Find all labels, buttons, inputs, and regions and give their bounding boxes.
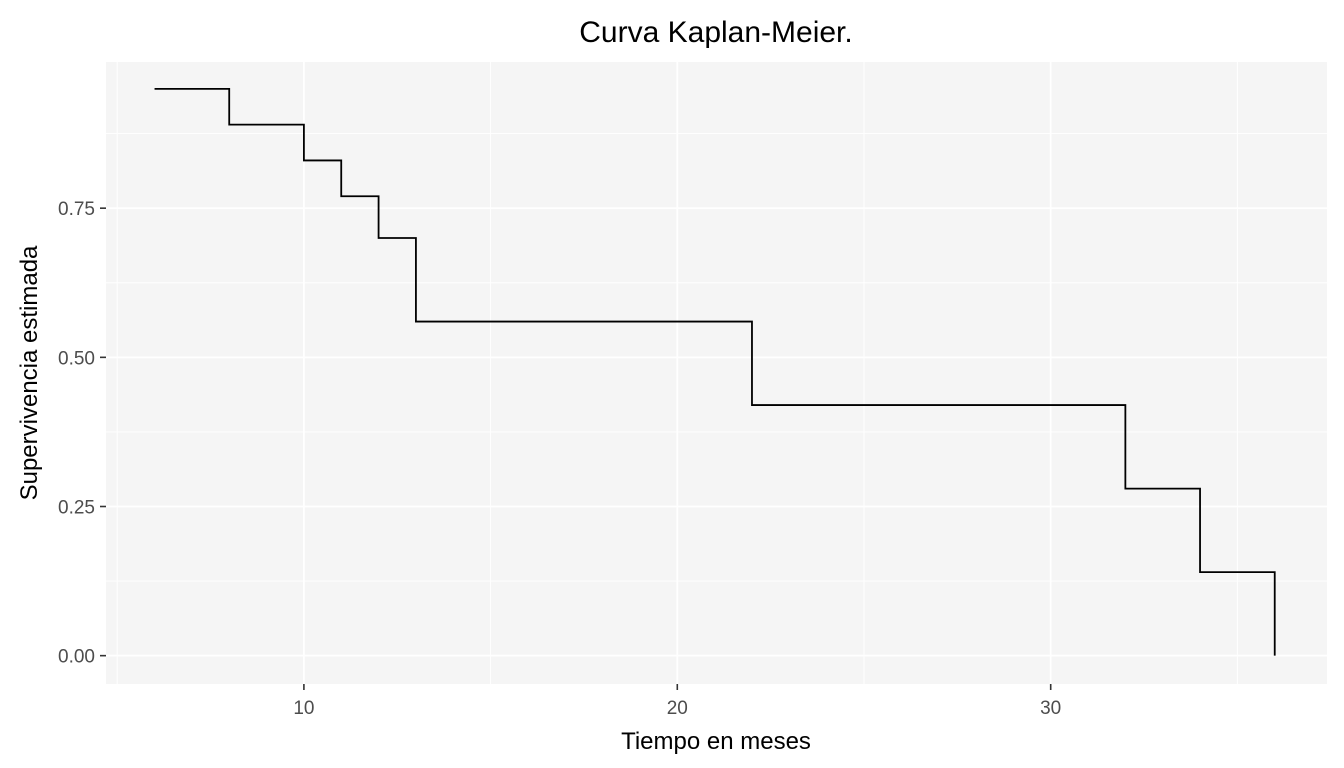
survival-step-line [154,87,1276,656]
plot-panel [106,62,1327,684]
x-axis: 10 20 30 [293,684,1061,719]
x-tick-label: 30 [1040,698,1061,719]
x-axis-title: Tiempo en meses [621,728,811,755]
y-tick-label: 0.75 [58,199,95,220]
minor-gridlines [106,62,1327,684]
y-axis: 0.00 0.25 0.50 0.75 [58,199,106,668]
series-layer [154,87,1276,656]
major-gridlines [106,62,1327,684]
x-tick-label: 10 [293,698,314,719]
y-tick-label: 0.50 [58,348,95,369]
x-tick-label: 20 [667,698,688,719]
chart-title: Curva Kaplan-Meier. [579,16,852,49]
y-axis-title: Supervivencia estimada [16,245,43,500]
y-tick-label: 0.25 [58,497,95,518]
y-tick-label: 0.00 [58,647,95,668]
